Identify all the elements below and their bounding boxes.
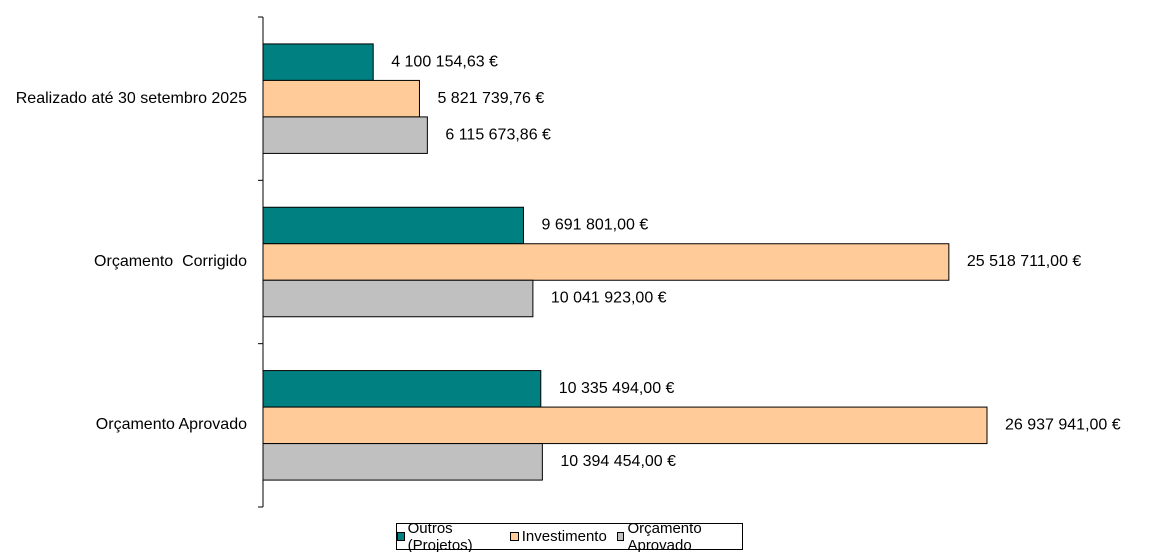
bar [262,243,950,281]
bar [262,279,534,318]
data-label: 10 335 494,00 € [559,380,675,397]
data-label: 10 041 923,00 € [551,290,667,307]
category-text: Orçamento Corrigido [94,253,247,270]
legend-item: Orçamento Aprovado [616,519,742,552]
bar [262,406,988,445]
category-label: Orçamento Aprovado [0,395,247,455]
data-label: 26 937 941,00 € [1005,417,1121,434]
legend-item: Outros (Projetos) [397,520,500,552]
bar [262,370,542,408]
data-label: 5 821 739,76 € [437,90,544,107]
data-label: 25 518 711,00 € [967,253,1082,270]
data-label: 10 394 454,00 € [560,453,676,470]
legend-swatch [397,532,405,541]
data-label: 6 115 673,86 € [445,126,551,143]
bar [262,79,420,118]
legend-item: Investimento [509,528,607,545]
category-label: Realizado até 30 setembro 2025 [0,69,247,129]
legend-swatch [616,532,625,541]
data-label: 9 691 801,00 € [541,217,648,234]
bar [262,116,428,154]
legend-label: Outros (Projetos) [407,519,473,552]
data-label: 4 100 154,63 € [391,53,498,70]
category-label: Orçamento Corrigido [0,232,247,292]
category-text: Realizado até 30 setembro 2025 [15,89,247,107]
bar [262,443,543,481]
legend: Outros (Projetos) Investimento Orçamento A… [396,519,743,552]
legend-swatch [509,532,519,541]
legend-label: Investimento [521,528,607,545]
bar [262,43,374,81]
bar [262,206,524,245]
category-text: Orçamento Aprovado [95,416,247,434]
legend-label: Orçamento Aprovado [627,519,702,552]
